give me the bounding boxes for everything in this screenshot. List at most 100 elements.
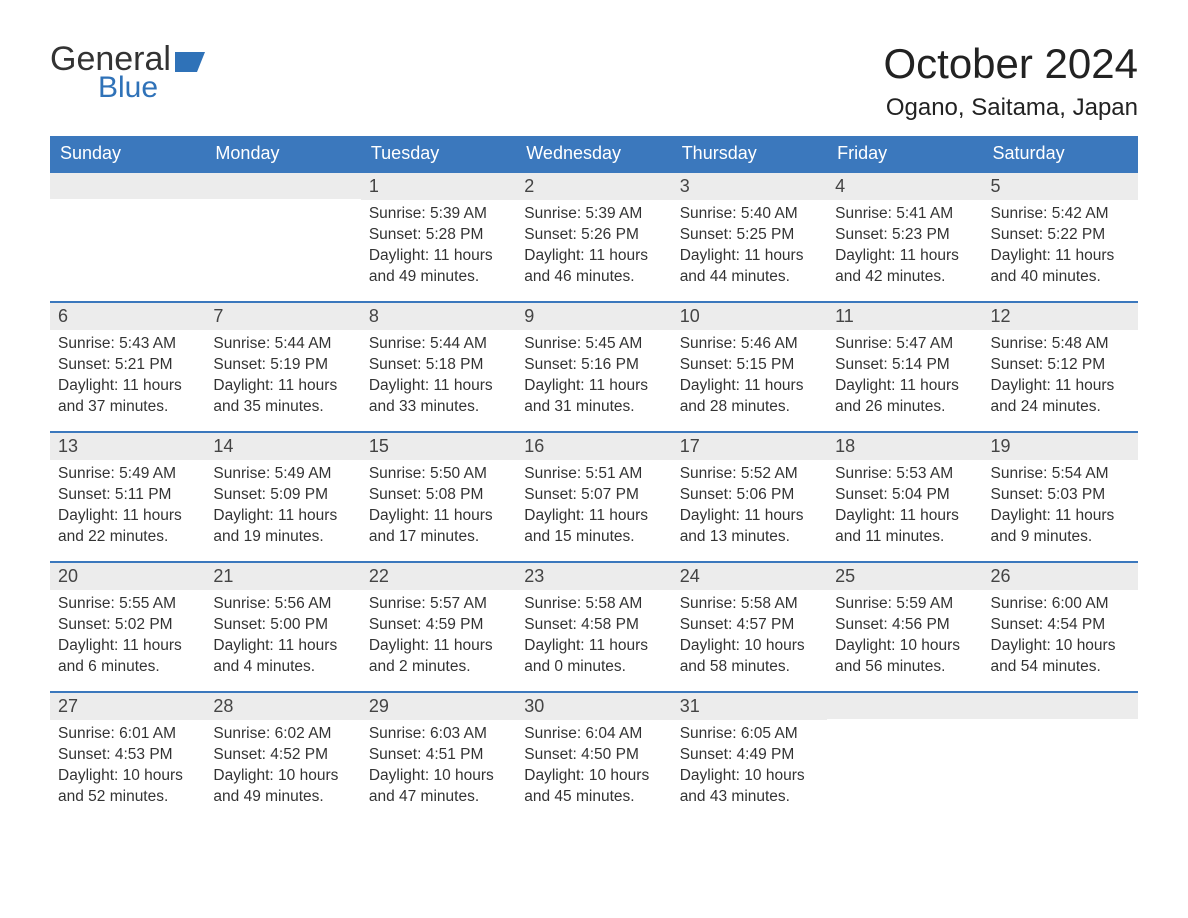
day-sunset: Sunset: 5:08 PM [369,485,508,506]
day-number: 26 [983,563,1138,590]
day-cell: 22Sunrise: 5:57 AMSunset: 4:59 PMDayligh… [361,563,516,691]
weekday-header: Thursday [672,136,827,171]
day-cell: 19Sunrise: 5:54 AMSunset: 5:03 PMDayligh… [983,433,1138,561]
day-sunrise: Sunrise: 5:41 AM [835,204,974,225]
day-sunrise: Sunrise: 5:51 AM [524,464,663,485]
day-cell: 8Sunrise: 5:44 AMSunset: 5:18 PMDaylight… [361,303,516,431]
weeks-container: 1Sunrise: 5:39 AMSunset: 5:28 PMDaylight… [50,171,1138,821]
day-content: Sunrise: 5:39 AMSunset: 5:26 PMDaylight:… [516,200,671,296]
day-daylight2: and 0 minutes. [524,657,663,678]
day-sunrise: Sunrise: 5:39 AM [369,204,508,225]
day-number: 6 [50,303,205,330]
day-cell: 16Sunrise: 5:51 AMSunset: 5:07 PMDayligh… [516,433,671,561]
day-content: Sunrise: 5:53 AMSunset: 5:04 PMDaylight:… [827,460,982,556]
day-sunrise: Sunrise: 6:04 AM [524,724,663,745]
day-daylight2: and 11 minutes. [835,527,974,548]
day-daylight2: and 19 minutes. [213,527,352,548]
day-daylight1: Daylight: 10 hours [58,766,197,787]
day-cell: 4Sunrise: 5:41 AMSunset: 5:23 PMDaylight… [827,173,982,301]
day-daylight2: and 24 minutes. [991,397,1130,418]
day-cell: 21Sunrise: 5:56 AMSunset: 5:00 PMDayligh… [205,563,360,691]
day-content: Sunrise: 5:42 AMSunset: 5:22 PMDaylight:… [983,200,1138,296]
day-sunset: Sunset: 5:26 PM [524,225,663,246]
day-daylight2: and 15 minutes. [524,527,663,548]
day-number: 7 [205,303,360,330]
day-number: 28 [205,693,360,720]
day-number: 17 [672,433,827,460]
day-number: 27 [50,693,205,720]
day-daylight1: Daylight: 10 hours [680,636,819,657]
day-number: 9 [516,303,671,330]
day-number: 13 [50,433,205,460]
day-sunrise: Sunrise: 5:55 AM [58,594,197,615]
day-sunset: Sunset: 4:58 PM [524,615,663,636]
day-sunset: Sunset: 4:51 PM [369,745,508,766]
day-cell: 14Sunrise: 5:49 AMSunset: 5:09 PMDayligh… [205,433,360,561]
day-content: Sunrise: 5:51 AMSunset: 5:07 PMDaylight:… [516,460,671,556]
day-daylight2: and 45 minutes. [524,787,663,808]
day-number [827,693,982,719]
day-sunset: Sunset: 4:54 PM [991,615,1130,636]
day-sunset: Sunset: 5:04 PM [835,485,974,506]
day-sunset: Sunset: 4:59 PM [369,615,508,636]
day-content: Sunrise: 5:44 AMSunset: 5:19 PMDaylight:… [205,330,360,426]
day-content: Sunrise: 5:40 AMSunset: 5:25 PMDaylight:… [672,200,827,296]
day-daylight2: and 35 minutes. [213,397,352,418]
day-cell: 24Sunrise: 5:58 AMSunset: 4:57 PMDayligh… [672,563,827,691]
day-daylight2: and 43 minutes. [680,787,819,808]
day-daylight2: and 58 minutes. [680,657,819,678]
day-number: 12 [983,303,1138,330]
day-content: Sunrise: 5:48 AMSunset: 5:12 PMDaylight:… [983,330,1138,426]
day-number: 14 [205,433,360,460]
day-daylight2: and 17 minutes. [369,527,508,548]
day-daylight1: Daylight: 10 hours [991,636,1130,657]
weekday-header: Saturday [983,136,1138,171]
day-daylight2: and 31 minutes. [524,397,663,418]
day-content: Sunrise: 5:49 AMSunset: 5:11 PMDaylight:… [50,460,205,556]
week-row: 20Sunrise: 5:55 AMSunset: 5:02 PMDayligh… [50,561,1138,691]
day-number: 3 [672,173,827,200]
day-daylight1: Daylight: 10 hours [835,636,974,657]
day-cell: 27Sunrise: 6:01 AMSunset: 4:53 PMDayligh… [50,693,205,821]
day-daylight1: Daylight: 10 hours [680,766,819,787]
day-daylight1: Daylight: 11 hours [680,376,819,397]
day-sunset: Sunset: 5:25 PM [680,225,819,246]
day-daylight2: and 28 minutes. [680,397,819,418]
weekday-header: Tuesday [361,136,516,171]
day-content: Sunrise: 6:01 AMSunset: 4:53 PMDaylight:… [50,720,205,816]
day-daylight1: Daylight: 11 hours [835,246,974,267]
day-content: Sunrise: 5:59 AMSunset: 4:56 PMDaylight:… [827,590,982,686]
day-cell: 23Sunrise: 5:58 AMSunset: 4:58 PMDayligh… [516,563,671,691]
day-number: 16 [516,433,671,460]
day-content: Sunrise: 5:54 AMSunset: 5:03 PMDaylight:… [983,460,1138,556]
day-sunrise: Sunrise: 5:58 AM [680,594,819,615]
day-sunrise: Sunrise: 5:56 AM [213,594,352,615]
day-cell: 15Sunrise: 5:50 AMSunset: 5:08 PMDayligh… [361,433,516,561]
day-number: 24 [672,563,827,590]
day-cell [983,693,1138,821]
day-cell: 28Sunrise: 6:02 AMSunset: 4:52 PMDayligh… [205,693,360,821]
day-content: Sunrise: 5:47 AMSunset: 5:14 PMDaylight:… [827,330,982,426]
weekday-header-row: Sunday Monday Tuesday Wednesday Thursday… [50,136,1138,171]
day-daylight2: and 49 minutes. [213,787,352,808]
day-cell: 9Sunrise: 5:45 AMSunset: 5:16 PMDaylight… [516,303,671,431]
day-content: Sunrise: 6:00 AMSunset: 4:54 PMDaylight:… [983,590,1138,686]
day-sunrise: Sunrise: 5:49 AM [213,464,352,485]
day-cell: 3Sunrise: 5:40 AMSunset: 5:25 PMDaylight… [672,173,827,301]
day-sunrise: Sunrise: 6:03 AM [369,724,508,745]
day-content: Sunrise: 5:43 AMSunset: 5:21 PMDaylight:… [50,330,205,426]
day-sunrise: Sunrise: 5:48 AM [991,334,1130,355]
day-sunset: Sunset: 5:19 PM [213,355,352,376]
day-content: Sunrise: 6:02 AMSunset: 4:52 PMDaylight:… [205,720,360,816]
day-daylight2: and 22 minutes. [58,527,197,548]
day-number: 11 [827,303,982,330]
day-sunrise: Sunrise: 5:43 AM [58,334,197,355]
day-content: Sunrise: 6:05 AMSunset: 4:49 PMDaylight:… [672,720,827,816]
day-daylight1: Daylight: 11 hours [213,506,352,527]
week-row: 13Sunrise: 5:49 AMSunset: 5:11 PMDayligh… [50,431,1138,561]
day-sunset: Sunset: 5:14 PM [835,355,974,376]
day-daylight1: Daylight: 11 hours [213,636,352,657]
day-daylight1: Daylight: 11 hours [524,376,663,397]
day-sunset: Sunset: 5:02 PM [58,615,197,636]
day-daylight2: and 13 minutes. [680,527,819,548]
